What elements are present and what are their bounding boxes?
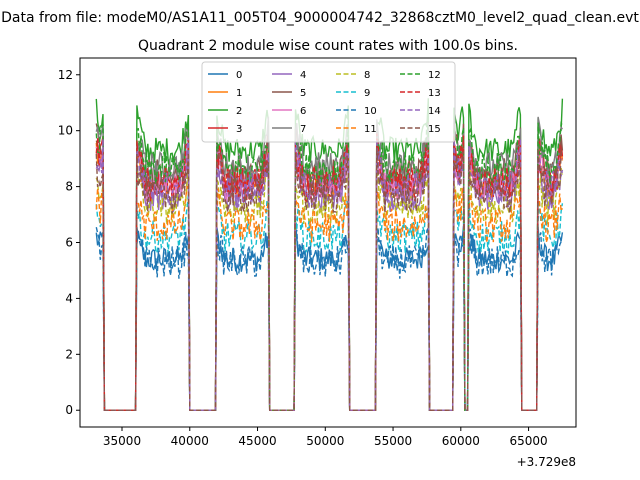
legend-label-0: 0: [236, 70, 242, 81]
x-tick-label: 45000: [238, 434, 276, 448]
legend-label-3: 3: [236, 124, 242, 135]
legend-label-4: 4: [300, 70, 306, 81]
series-line-12: [95, 120, 563, 411]
series-line-14: [95, 137, 564, 411]
x-tick-label: 65000: [509, 434, 547, 448]
legend-label-2: 2: [236, 106, 242, 117]
x-tick-label: 60000: [442, 434, 480, 448]
y-tick-label: 4: [65, 291, 73, 305]
y-tick-label: 8: [65, 180, 73, 194]
y-tick-label: 6: [65, 236, 73, 250]
legend-label-15: 15: [428, 124, 441, 135]
chart-title: Quadrant 2 module wise count rates with …: [138, 38, 518, 54]
y-tick-label: 10: [58, 124, 73, 138]
legend-label-7: 7: [300, 124, 306, 135]
series-line-10: [95, 226, 563, 411]
legend-label-12: 12: [428, 70, 441, 81]
legend-label-5: 5: [300, 88, 306, 99]
legend-label-1: 1: [236, 88, 242, 99]
legend-label-8: 8: [364, 70, 370, 81]
legend-label-11: 11: [364, 124, 377, 135]
x-tick-label: 35000: [103, 434, 141, 448]
series-line-11: [95, 185, 564, 411]
series-line-15: [95, 147, 564, 411]
legend-label-6: 6: [300, 106, 306, 117]
y-tick-label: 12: [58, 68, 73, 82]
x-tick-label: 50000: [306, 434, 344, 448]
x-offset-label: +3.729e8: [517, 455, 576, 469]
y-tick-label: 2: [65, 347, 73, 361]
x-axis: 35000 40000 45000 50000 55000 60000 65000: [103, 427, 548, 448]
legend-label-10: 10: [364, 106, 377, 117]
legend-frame: [201, 61, 456, 143]
legend-label-9: 9: [364, 88, 370, 99]
legend-label-13: 13: [428, 88, 441, 99]
legend-label-14: 14: [428, 106, 441, 117]
y-axis: 0 2 4 6 8 10 12: [58, 68, 80, 417]
x-tick-label: 55000: [374, 434, 412, 448]
figure-suptitle: Data from file: modeM0/AS1A11_005T04_900…: [1, 10, 639, 26]
y-tick-label: 0: [65, 403, 73, 417]
series-layer: [95, 98, 564, 411]
x-tick-label: 40000: [171, 434, 209, 448]
series-line-2: [95, 98, 564, 411]
